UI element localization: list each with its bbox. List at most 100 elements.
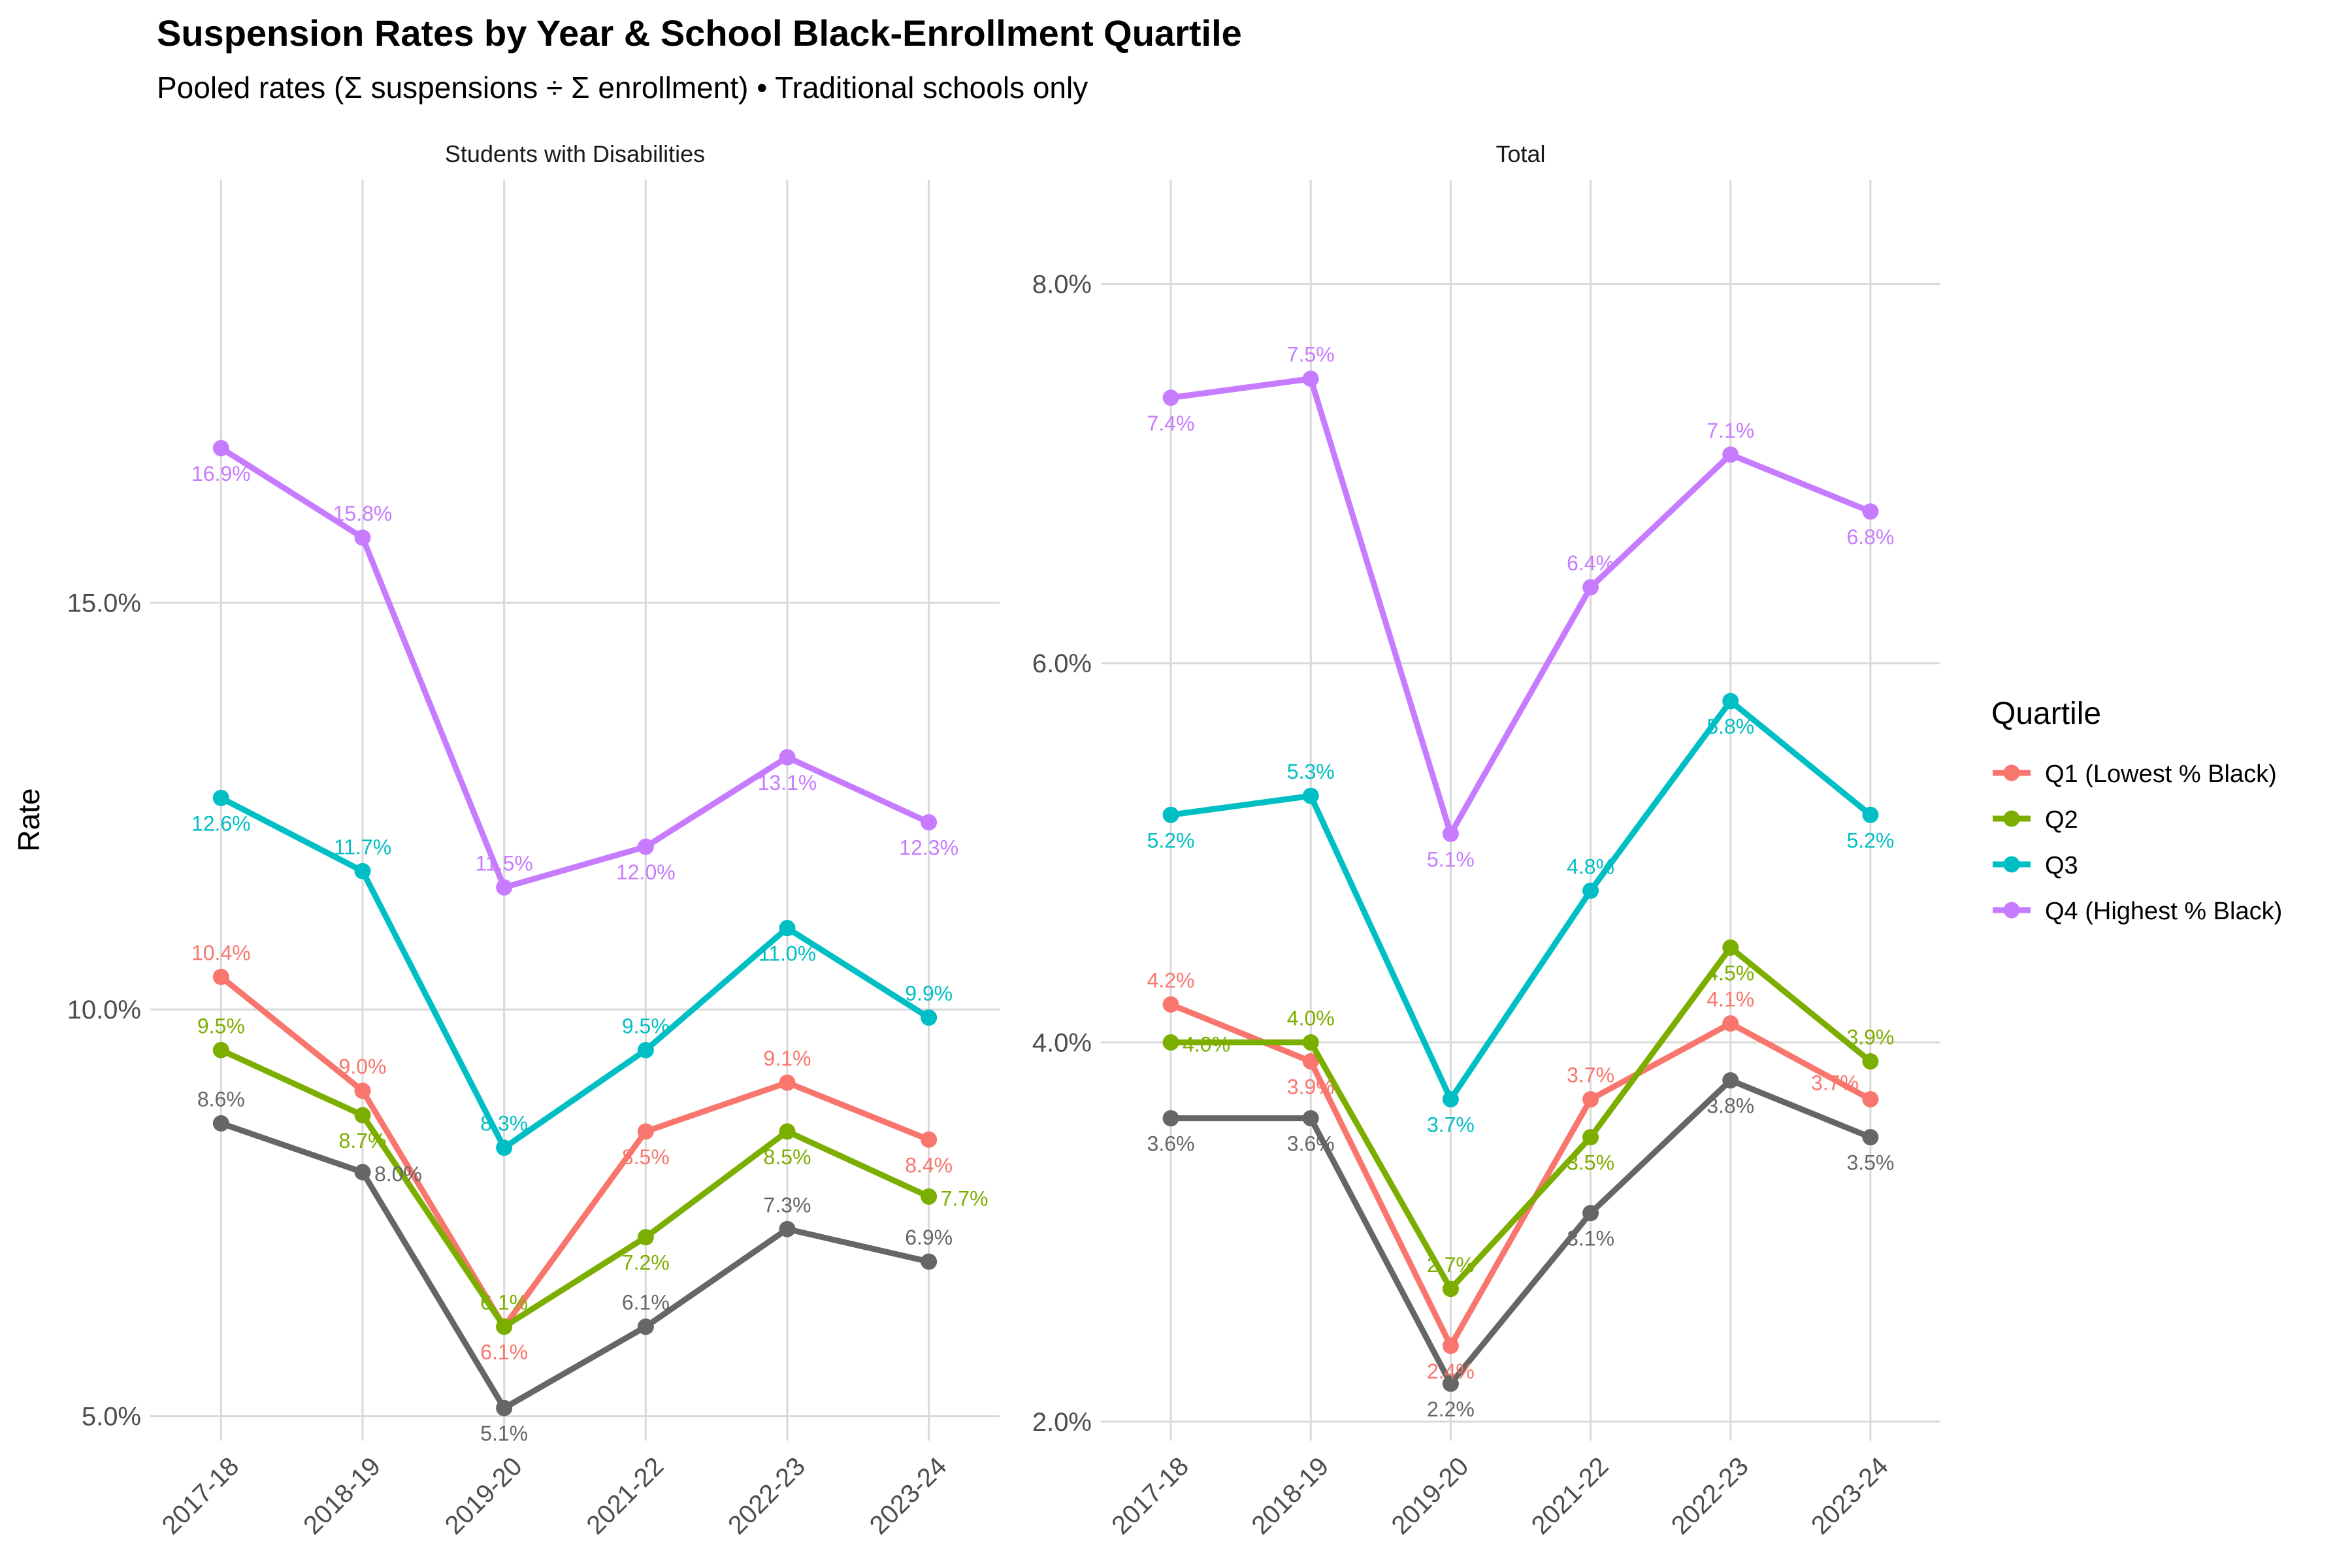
data-point: [921, 1188, 938, 1205]
data-label: 8.5%: [764, 1145, 811, 1169]
data-point: [1862, 1129, 1879, 1146]
series-line: [1171, 1077, 1872, 1387]
data-label: 12.3%: [899, 836, 958, 860]
data-point: [1582, 882, 1599, 899]
data-point: [1302, 1053, 1319, 1070]
data-label: 3.6%: [1287, 1132, 1335, 1156]
data-label: 5.8%: [1707, 715, 1754, 738]
data-point: [1722, 939, 1739, 956]
series-q1: [1162, 996, 1879, 1354]
x-tick-label: 2023-24: [864, 1452, 953, 1540]
data-label: 9.1%: [764, 1047, 811, 1070]
data-point: [1162, 806, 1179, 823]
series-line: [1170, 376, 1872, 837]
data-point: [1582, 1205, 1599, 1222]
data-label: 4.0%: [1183, 1033, 1230, 1056]
data-label: 8.5%: [622, 1145, 670, 1169]
x-tick-label: 2019-20: [1386, 1452, 1475, 1540]
legend-label: Q2: [2045, 806, 2078, 834]
data-point: [354, 1164, 371, 1181]
data-label: 11.0%: [759, 942, 816, 966]
x-tick-label: 2023-24: [1806, 1452, 1894, 1540]
data-point: [921, 814, 938, 831]
data-point: [354, 1107, 371, 1124]
chart-subtitle: Pooled rates (Σ suspensions ÷ Σ enrollme…: [157, 71, 1088, 105]
data-label: 5.3%: [1287, 760, 1335, 783]
data-point: [1302, 1110, 1319, 1127]
data-label: 6.8%: [1846, 525, 1894, 549]
series-q3: [1162, 693, 1879, 1108]
data-point: [354, 1083, 371, 1100]
data-point: [637, 1229, 654, 1246]
data-point: [212, 1115, 229, 1132]
data-label: 6.4%: [1567, 551, 1614, 575]
data-label: 3.5%: [1846, 1151, 1894, 1175]
panels: Students with Disabilities 5.0% 10.0% 15.0%…: [67, 140, 1940, 1540]
series-line: [1170, 698, 1872, 1103]
legend-entry: Q4 (Highest % Black): [1993, 898, 2282, 925]
data-point: [1582, 579, 1599, 596]
data-label: 6.1%: [622, 1291, 670, 1315]
data-point: [1582, 1091, 1599, 1108]
data-label: 7.4%: [1147, 412, 1195, 435]
series-line: [1171, 944, 1872, 1292]
legend-key-point: [2003, 764, 2020, 781]
data-label: 6.1%: [480, 1291, 528, 1315]
data-label: 8.4%: [905, 1153, 953, 1177]
chart-title: Suspension Rates by Year & School Black-…: [157, 12, 1242, 54]
data-point: [1162, 996, 1179, 1013]
data-label: 7.1%: [1707, 419, 1754, 442]
data-point: [212, 1041, 229, 1058]
legend: Quartile Q1 (Lowest % Black) Q2 Q3 Q4 (High…: [1991, 696, 2282, 925]
series-other: [212, 1115, 938, 1416]
data-label: 5.2%: [1147, 828, 1195, 852]
data-point: [496, 1139, 513, 1156]
data-label: 9.9%: [905, 982, 953, 1005]
series-line: [219, 974, 930, 1330]
data-point: [1722, 1072, 1739, 1089]
data-label: 8.0%: [374, 1162, 422, 1186]
data-label: 12.0%: [616, 860, 676, 884]
data-label: 5.2%: [1846, 828, 1894, 852]
data-point: [1162, 1034, 1179, 1051]
data-point: [779, 749, 796, 766]
y-tick-label: 15.0%: [67, 589, 141, 617]
data-point: [1442, 825, 1459, 842]
data-point: [921, 1253, 938, 1270]
data-label: 3.6%: [1147, 1132, 1195, 1156]
legend-label: Q3: [2045, 852, 2078, 879]
data-point: [1862, 1053, 1879, 1070]
data-point: [1302, 370, 1319, 387]
data-label: 11.7%: [334, 835, 391, 858]
data-label: 5.1%: [480, 1422, 528, 1445]
data-label: 3.8%: [1707, 1094, 1754, 1118]
data-label: 7.7%: [941, 1186, 988, 1210]
panel-1: Students with Disabilities 5.0% 10.0% 15.0%…: [67, 140, 1000, 1540]
x-tick-label: 2018-19: [298, 1452, 386, 1540]
series-q2: [212, 1041, 938, 1335]
data-point: [921, 1131, 938, 1148]
data-point: [1302, 1034, 1319, 1051]
y-tick-label: 6.0%: [1032, 649, 1092, 678]
data-label: 3.9%: [1287, 1075, 1335, 1099]
x-tick-label: 2018-19: [1246, 1452, 1334, 1540]
series-line: [219, 446, 930, 890]
series-q2: [1162, 939, 1879, 1298]
data-label: 3.1%: [1567, 1227, 1614, 1250]
data-point: [1162, 1110, 1179, 1127]
data-label: 2.7%: [1427, 1253, 1475, 1277]
data-point: [1162, 389, 1179, 406]
data-point: [1862, 806, 1879, 823]
data-label: 7.5%: [1287, 343, 1335, 367]
data-point: [637, 1318, 654, 1335]
legend-key-point: [2003, 902, 2020, 919]
data-label: 3.9%: [1846, 1026, 1894, 1049]
x-tick-label: 2022-23: [723, 1452, 811, 1540]
data-label: 16.9%: [191, 462, 251, 485]
data-point: [1442, 1091, 1459, 1108]
data-label: 4.1%: [1707, 988, 1754, 1011]
legend-key-point: [2003, 856, 2020, 873]
series-line: [1169, 1002, 1872, 1349]
series-line: [220, 795, 931, 1151]
